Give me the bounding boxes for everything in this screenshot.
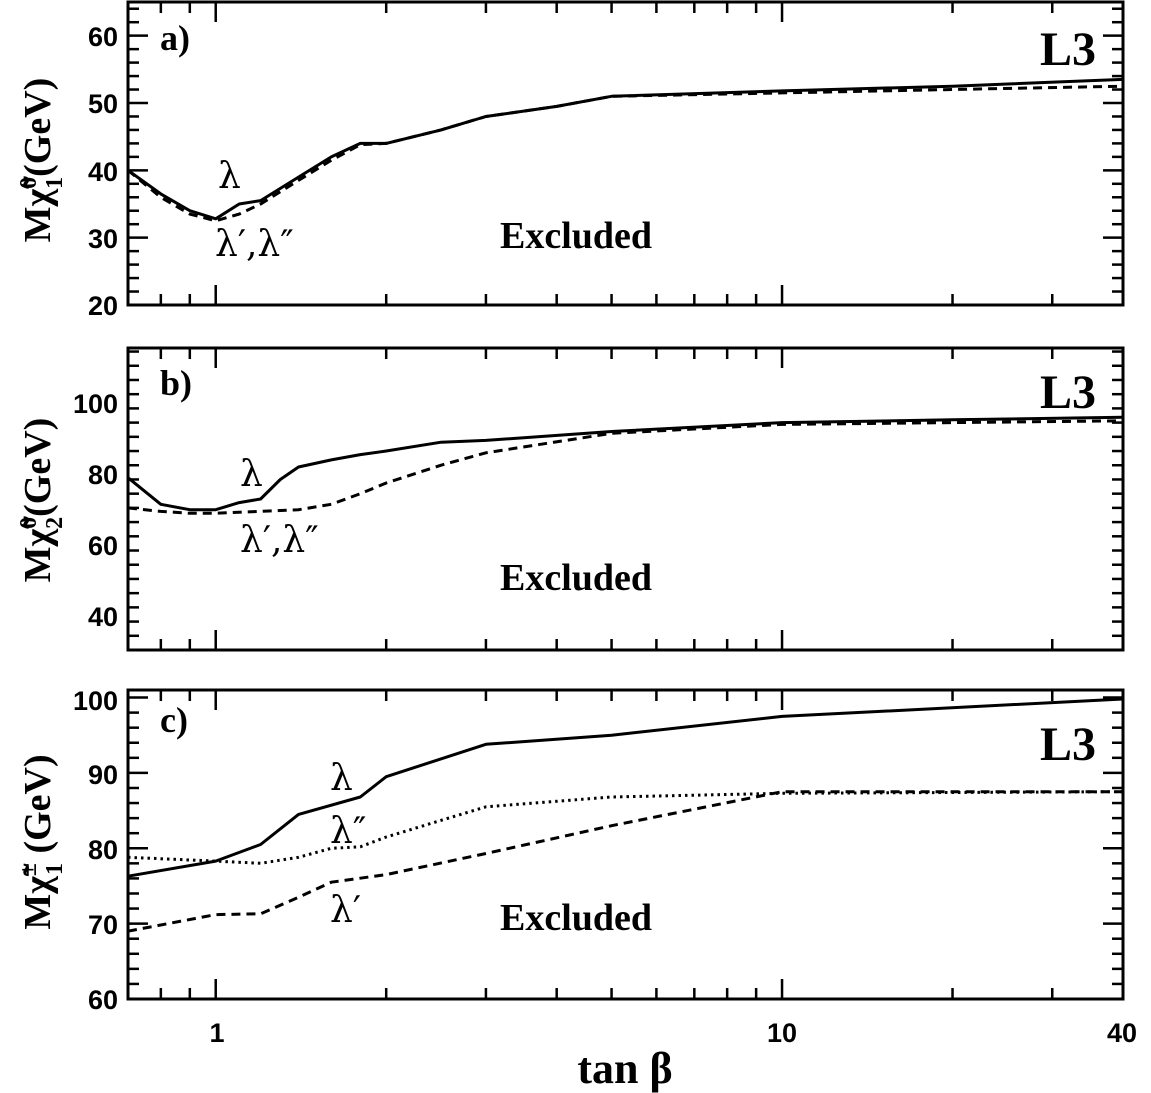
panel-b: 40 60 80 100 Mχ̃02(GeV) b) L3 Excluded λ… [16, 346, 1125, 652]
curve-label-lambda-double-prime: λ″ [330, 811, 366, 852]
y-tick-label: 40 [88, 157, 118, 187]
x-tick-label: 10 [767, 1018, 797, 1048]
y-tick-label: 100 [73, 686, 118, 716]
y-axis-title: Mχ̃±1 (GeV) [16, 754, 68, 929]
curve-label-lambda-prime: λ′,λ″ [215, 224, 294, 265]
curves [127, 415, 1124, 515]
series-line-dashed [127, 84, 1124, 223]
y-tick-label: 80 [88, 835, 118, 865]
experiment-label: L3 [1040, 23, 1096, 76]
panel-a: 20 30 40 50 60 Mχ̃01(GeV) a) L3 Excluded… [16, 0, 1125, 321]
panel-label: b) [160, 363, 192, 403]
x-axis-title: tan β [577, 1044, 672, 1093]
plot-frame [126, 0, 1125, 307]
series-line-solid [127, 77, 1124, 221]
plot-frame [126, 688, 1125, 1001]
y-tick-label: 80 [88, 460, 118, 490]
curve-label-lambda: λ [330, 758, 353, 799]
ticks [126, 690, 1125, 1001]
y-tick-label: 70 [88, 910, 118, 940]
curve-label-lambda: λ [218, 156, 241, 197]
experiment-label: L3 [1040, 366, 1096, 419]
y-tick-label: 100 [73, 389, 118, 419]
series-line-dotted [127, 790, 1124, 865]
excluded-label: Excluded [500, 897, 652, 939]
y-tick-label: 30 [88, 224, 118, 254]
y-tick-label: 50 [88, 89, 118, 119]
y-tick-label: 20 [88, 291, 118, 321]
y-axis-title: Mχ̃01(GeV) [16, 78, 68, 243]
panel-c: 60 70 80 90 100 Mχ̃±1 (GeV) c) L3 Exclud… [16, 686, 1137, 1093]
series-line-dashed [127, 790, 1123, 933]
curves [127, 77, 1124, 223]
curve-label-lambda-prime: λ′ [330, 890, 361, 931]
y-tick-label: 90 [88, 760, 118, 790]
y-tick-label: 60 [88, 531, 118, 561]
y-tick-label: 60 [88, 985, 118, 1015]
curves [127, 697, 1124, 933]
curve-label-lambda-prime: λ′,λ″ [240, 520, 319, 561]
ticks [126, 2, 1125, 307]
series-line-dashed [127, 419, 1124, 515]
y-axis-title: Mχ̃02(GeV) [16, 418, 68, 583]
excluded-label: Excluded [500, 215, 652, 257]
ticks [126, 348, 1125, 652]
panel-label: a) [160, 18, 190, 58]
y-tick-label: 60 [88, 22, 118, 52]
series-line-solid [127, 415, 1124, 512]
curve-label-lambda: λ [240, 454, 263, 495]
x-tick-label: 1 [209, 1018, 224, 1048]
x-tick-label: 40 [1107, 1018, 1137, 1048]
series-line-solid [127, 697, 1124, 878]
panel-label: c) [160, 700, 188, 740]
experiment-label: L3 [1040, 718, 1096, 771]
plot-frame [126, 346, 1125, 652]
excluded-label: Excluded [500, 557, 652, 599]
y-tick-label: 40 [88, 602, 118, 632]
